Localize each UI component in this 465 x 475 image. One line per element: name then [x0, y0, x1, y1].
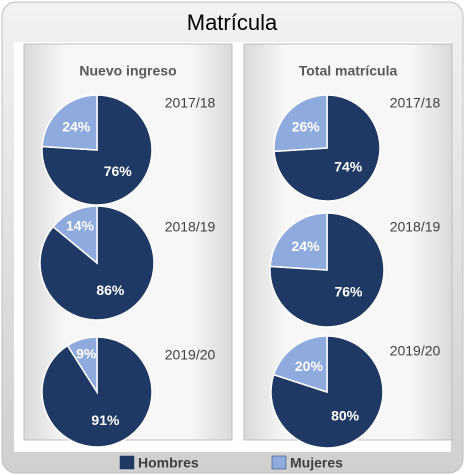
data-label: 91% — [91, 412, 120, 428]
data-label: 80% — [331, 408, 360, 424]
data-label: 9% — [76, 346, 97, 362]
chart-title: Matrícula — [187, 10, 278, 35]
data-label: 24% — [62, 119, 91, 135]
legend-swatch — [119, 455, 135, 470]
data-label: 14% — [66, 218, 95, 234]
data-label: 86% — [96, 282, 125, 298]
data-label: 76% — [104, 163, 133, 179]
pie-subtitle: 2017/18 — [390, 95, 441, 111]
pie-slice — [269, 212, 328, 271]
pie-subtitle: 2018/19 — [165, 219, 216, 235]
data-label: 26% — [292, 119, 321, 135]
pie-subtitle: 2017/18 — [165, 95, 216, 111]
legend-label: Hombres — [138, 455, 199, 471]
data-label: 24% — [292, 238, 321, 254]
pie-subtitle: 2018/19 — [390, 219, 441, 235]
pie-subtitle: 2019/20 — [165, 347, 216, 363]
pie-slice — [273, 94, 328, 153]
data-label: 20% — [295, 358, 324, 374]
data-label: 74% — [334, 159, 363, 175]
pie-slice — [66, 336, 98, 395]
pie-subtitle: 2019/20 — [390, 343, 441, 359]
data-label: 76% — [334, 284, 363, 300]
pie-slice — [52, 205, 98, 265]
legend-swatch — [271, 455, 287, 470]
pie-slice — [270, 335, 384, 449]
panel-title: Nuevo ingreso — [79, 63, 176, 79]
legend-label: Mujeres — [290, 455, 343, 471]
pie-slice — [41, 94, 98, 151]
pie-slice — [272, 335, 328, 394]
panel-title: Total matrícula — [299, 63, 398, 79]
